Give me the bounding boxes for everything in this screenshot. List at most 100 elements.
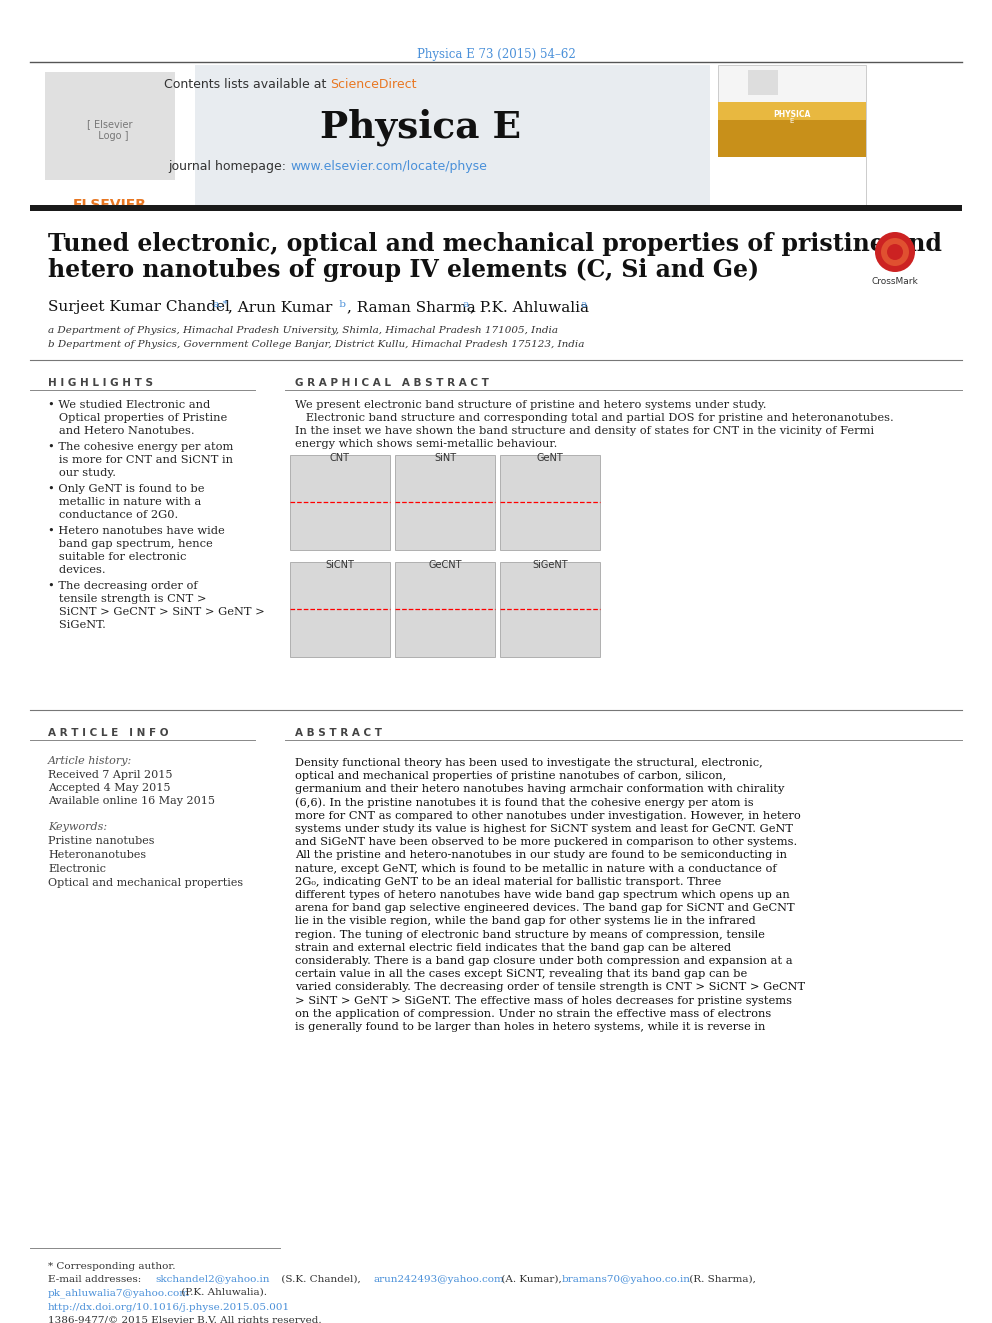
Text: b Department of Physics, Government College Banjar, District Kullu, Himachal Pra: b Department of Physics, Government Coll… (48, 340, 584, 349)
Text: band gap spectrum, hence: band gap spectrum, hence (48, 538, 212, 549)
Text: • Hetero nanotubes have wide: • Hetero nanotubes have wide (48, 527, 225, 536)
Text: • The cohesive energy per atom: • The cohesive energy per atom (48, 442, 233, 452)
Bar (718, 102, 866, 120)
Text: Keywords:: Keywords: (48, 822, 107, 832)
Text: a: a (460, 300, 469, 310)
Text: hetero nanotubes of group IV elements (C, Si and Ge): hetero nanotubes of group IV elements (C… (48, 258, 759, 282)
Text: arena for band gap selective engineered devices. The band gap for SiCNT and GeCN: arena for band gap selective engineered … (295, 904, 795, 913)
Circle shape (887, 243, 903, 261)
Text: Electronic band structure and corresponding total and partial DOS for pristine a: Electronic band structure and correspond… (295, 413, 894, 423)
Text: • Only GeNT is found to be: • Only GeNT is found to be (48, 484, 204, 493)
Text: metallic in nature with a: metallic in nature with a (48, 497, 201, 507)
Text: strain and external electric field indicates that the band gap can be altered: strain and external electric field indic… (295, 943, 731, 953)
Text: * Corresponding author.: * Corresponding author. (48, 1262, 176, 1271)
Bar (718, 102, 866, 157)
Text: varied considerably. The decreasing order of tensile strength is CNT > SiCNT > G: varied considerably. The decreasing orde… (295, 983, 806, 992)
Text: skchandel2@yahoo.in: skchandel2@yahoo.in (155, 1275, 270, 1285)
Text: GeNT: GeNT (537, 452, 563, 463)
Text: E-mail addresses:: E-mail addresses: (48, 1275, 145, 1285)
Text: (P.K. Ahluwalia).: (P.K. Ahluwalia). (178, 1289, 267, 1297)
Text: (6,6). In the pristine nanotubes it is found that the cohesive energy per atom i: (6,6). In the pristine nanotubes it is f… (295, 798, 754, 808)
Text: Accepted 4 May 2015: Accepted 4 May 2015 (48, 783, 171, 792)
Text: SiNT: SiNT (434, 452, 456, 463)
Text: E: E (790, 118, 795, 124)
Text: (S.K. Chandel),: (S.K. Chandel), (278, 1275, 364, 1285)
Text: Electronic: Electronic (48, 864, 106, 875)
Text: is generally found to be larger than holes in hetero systems, while it is revers: is generally found to be larger than hol… (295, 1021, 766, 1032)
Bar (500, 562, 600, 658)
Bar (290, 455, 390, 550)
Text: is more for CNT and SiCNT in: is more for CNT and SiCNT in (48, 455, 233, 464)
Text: ScienceDirect: ScienceDirect (330, 78, 417, 91)
Bar (290, 562, 390, 658)
Text: CNT: CNT (330, 452, 350, 463)
Text: certain value in all the cases except SiCNT, revealing that its band gap can be: certain value in all the cases except Si… (295, 970, 747, 979)
Text: Heteronanotubes: Heteronanotubes (48, 849, 146, 860)
Text: Density functional theory has been used to investigate the structural, electroni: Density functional theory has been used … (295, 758, 763, 767)
Text: optical and mechanical properties of pristine nanotubes of carbon, silicon,: optical and mechanical properties of pri… (295, 771, 726, 781)
Text: www.elsevier.com/locate/physe: www.elsevier.com/locate/physe (290, 160, 487, 173)
Bar (30, 65, 710, 205)
Text: ELSEVIER: ELSEVIER (73, 198, 147, 212)
Text: energy which shows semi-metallic behaviour.: energy which shows semi-metallic behavio… (295, 439, 558, 448)
Text: PHYSICA: PHYSICA (774, 110, 810, 119)
Text: different types of hetero nanotubes have wide band gap spectrum which opens up a: different types of hetero nanotubes have… (295, 890, 790, 900)
Text: All the pristine and hetero-nanotubes in our study are found to be semiconductin: All the pristine and hetero-nanotubes in… (295, 851, 787, 860)
Circle shape (875, 232, 915, 273)
Text: a: a (578, 300, 587, 310)
Text: conductance of 2G0.: conductance of 2G0. (48, 509, 179, 520)
Text: lie in the visible region, while the band gap for other systems lie in the infra: lie in the visible region, while the ban… (295, 917, 756, 926)
Text: Article history:: Article history: (48, 755, 132, 766)
Text: arun242493@yahoo.com: arun242493@yahoo.com (373, 1275, 504, 1285)
Text: more for CNT as compared to other nanotubes under investigation. However, in het: more for CNT as compared to other nanotu… (295, 811, 801, 820)
Text: devices.: devices. (48, 565, 105, 576)
Text: SiCNT: SiCNT (325, 560, 354, 570)
Text: SiCNT > GeCNT > SiNT > GeNT >: SiCNT > GeCNT > SiNT > GeNT > (48, 607, 265, 617)
Text: Available online 16 May 2015: Available online 16 May 2015 (48, 796, 215, 806)
Text: tensile strength is CNT >: tensile strength is CNT > (48, 594, 206, 605)
Text: a,*: a,* (210, 300, 228, 310)
Text: Pristine nanotubes: Pristine nanotubes (48, 836, 155, 845)
Circle shape (881, 238, 909, 266)
Text: Tuned electronic, optical and mechanical properties of pristine and: Tuned electronic, optical and mechanical… (48, 232, 941, 255)
Text: Optical properties of Pristine: Optical properties of Pristine (48, 413, 227, 423)
Text: H I G H L I G H T S: H I G H L I G H T S (48, 378, 153, 388)
Bar (395, 455, 495, 550)
Text: Physica E 73 (2015) 54–62: Physica E 73 (2015) 54–62 (417, 48, 575, 61)
Text: Received 7 April 2015: Received 7 April 2015 (48, 770, 173, 781)
Text: G R A P H I C A L   A B S T R A C T: G R A P H I C A L A B S T R A C T (295, 378, 489, 388)
Text: Physica E: Physica E (319, 108, 521, 146)
Text: suitable for electronic: suitable for electronic (48, 552, 186, 562)
Text: • We studied Electronic and: • We studied Electronic and (48, 400, 210, 410)
Text: SiGeNT: SiGeNT (532, 560, 567, 570)
Bar (30, 205, 962, 210)
Text: Optical and mechanical properties: Optical and mechanical properties (48, 878, 243, 888)
Text: a Department of Physics, Himachal Pradesh University, Shimla, Himachal Pradesh 1: a Department of Physics, Himachal Prades… (48, 325, 558, 335)
Text: A R T I C L E   I N F O: A R T I C L E I N F O (48, 728, 169, 738)
Bar (500, 455, 600, 550)
Text: We present electronic band structure of pristine and hetero systems under study.: We present electronic band structure of … (295, 400, 767, 410)
Bar (30, 65, 195, 205)
Text: and SiGeNT have been observed to be more puckered in comparison to other systems: and SiGeNT have been observed to be more… (295, 837, 798, 847)
Text: b: b (336, 300, 346, 310)
Bar (718, 157, 866, 205)
Text: (A. Kumar),: (A. Kumar), (498, 1275, 565, 1285)
Text: SiGeNT.: SiGeNT. (48, 620, 106, 630)
Text: [ Elsevier
  Logo ]: [ Elsevier Logo ] (87, 119, 133, 140)
Bar (45, 71, 175, 180)
Text: > SiNT > GeNT > SiGeNT. The effective mass of holes decreases for pristine syste: > SiNT > GeNT > SiGeNT. The effective ma… (295, 996, 792, 1005)
Text: considerably. There is a band gap closure under both compression and expansion a: considerably. There is a band gap closur… (295, 957, 793, 966)
Text: , Raman Sharma: , Raman Sharma (347, 300, 476, 314)
Text: bramans70@yahoo.co.in: bramans70@yahoo.co.in (562, 1275, 691, 1285)
Text: pk_ahluwalia7@yahoo.com: pk_ahluwalia7@yahoo.com (48, 1289, 190, 1298)
Text: (R. Sharma),: (R. Sharma), (686, 1275, 756, 1285)
Text: systems under study its value is highest for SiCNT system and least for GeCNT. G: systems under study its value is highest… (295, 824, 793, 833)
Text: , P.K. Ahluwalia: , P.K. Ahluwalia (470, 300, 589, 314)
Text: http://dx.doi.org/10.1016/j.physe.2015.05.001: http://dx.doi.org/10.1016/j.physe.2015.0… (48, 1303, 290, 1312)
Bar (718, 65, 866, 205)
Text: 1386-9477/© 2015 Elsevier B.V. All rights reserved.: 1386-9477/© 2015 Elsevier B.V. All right… (48, 1316, 321, 1323)
Text: , Arun Kumar: , Arun Kumar (228, 300, 332, 314)
Text: nature, except GeNT, which is found to be metallic in nature with a conductance : nature, except GeNT, which is found to b… (295, 864, 777, 873)
Text: region. The tuning of electronic band structure by means of compression, tensile: region. The tuning of electronic band st… (295, 930, 765, 939)
Text: and Hetero Nanotubes.: and Hetero Nanotubes. (48, 426, 194, 437)
